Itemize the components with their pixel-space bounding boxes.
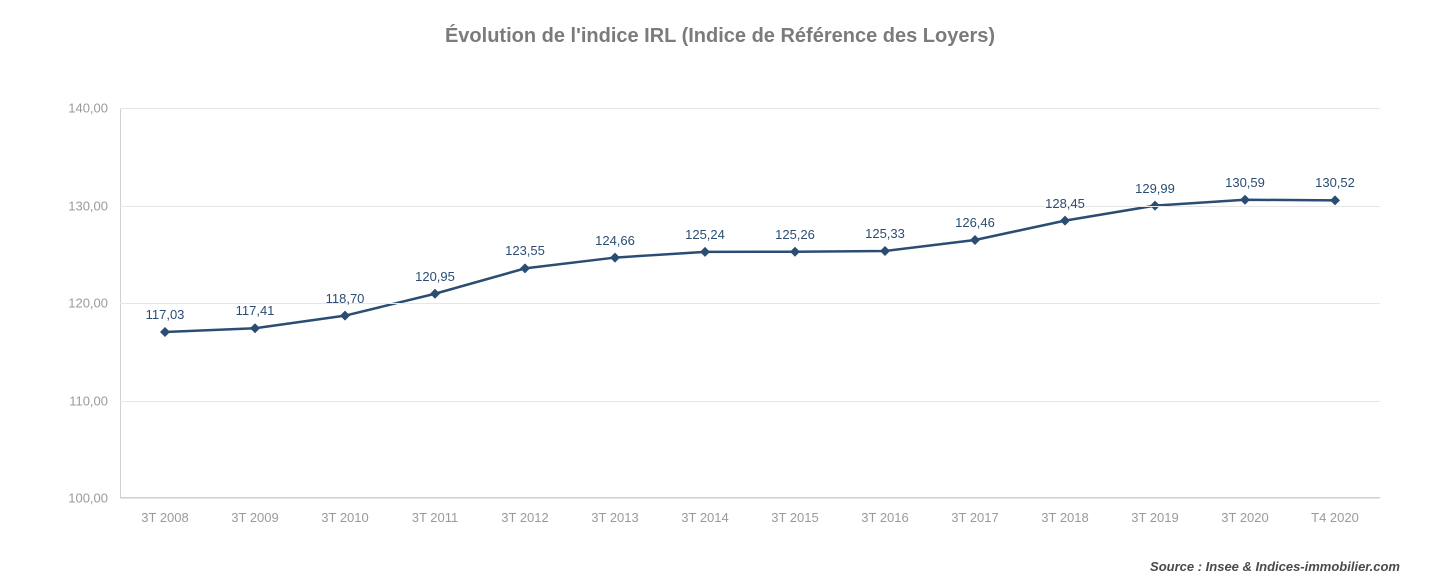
x-tick-label: 3T 2009 (210, 510, 300, 525)
data-point-marker (250, 323, 260, 333)
data-point-label: 124,66 (595, 233, 635, 248)
grid-line (120, 108, 1380, 109)
x-tick-label: 3T 2018 (1020, 510, 1110, 525)
data-point-label: 120,95 (415, 269, 455, 284)
y-tick-label: 130,00 (68, 198, 108, 213)
x-tick-label: 3T 2012 (480, 510, 570, 525)
y-axis: 100,00110,00120,00130,00140,00 (60, 108, 120, 498)
chart-container: Évolution de l'indice IRL (Indice de Réf… (0, 0, 1440, 588)
plot-area: 100,00110,00120,00130,00140,00 3T 20083T… (60, 108, 1380, 498)
x-tick-label: 3T 2014 (660, 510, 750, 525)
data-point-label: 125,26 (775, 227, 815, 242)
grid-line (120, 206, 1380, 207)
x-tick-label: 3T 2011 (390, 510, 480, 525)
chart-title: Évolution de l'indice IRL (Indice de Réf… (40, 25, 1400, 48)
x-tick-label: 3T 2016 (840, 510, 930, 525)
data-point-marker (1330, 195, 1340, 205)
data-point-marker (430, 289, 440, 299)
x-axis-labels: 3T 20083T 20093T 20103T 20113T 20123T 20… (120, 510, 1380, 525)
data-point-label: 126,46 (955, 215, 995, 230)
x-tick-label: 3T 2015 (750, 510, 840, 525)
data-point-label: 128,45 (1045, 196, 1085, 211)
x-tick-label: 3T 2010 (300, 510, 390, 525)
data-point-marker (1060, 216, 1070, 226)
data-point-marker (610, 253, 620, 263)
data-point-marker (790, 247, 800, 257)
x-tick-label: 3T 2008 (120, 510, 210, 525)
x-tick-label: 3T 2019 (1110, 510, 1200, 525)
data-point-label: 130,52 (1315, 175, 1355, 190)
x-tick-label: 3T 2017 (930, 510, 1020, 525)
data-point-marker (1240, 195, 1250, 205)
data-point-marker (700, 247, 710, 257)
data-point-marker (880, 246, 890, 256)
data-point-label: 130,59 (1225, 175, 1265, 190)
data-point-marker (520, 263, 530, 273)
grid-line (120, 303, 1380, 304)
data-point-label: 118,70 (326, 291, 365, 306)
data-point-label: 117,03 (146, 307, 185, 322)
grid-line (120, 498, 1380, 499)
y-tick-label: 110,00 (69, 393, 108, 408)
data-point-label: 123,55 (505, 243, 545, 258)
data-point-marker (340, 311, 350, 321)
data-point-marker (970, 235, 980, 245)
data-point-label: 125,24 (685, 227, 725, 242)
y-tick-label: 100,00 (68, 491, 108, 506)
data-point-label: 117,41 (236, 303, 275, 318)
x-tick-label: T4 2020 (1290, 510, 1380, 525)
y-tick-label: 120,00 (68, 296, 108, 311)
data-point-label: 125,33 (865, 226, 905, 241)
chart-source: Source : Insee & Indices-immobilier.com (1150, 559, 1400, 574)
data-point-marker (160, 327, 170, 337)
grid-line (120, 401, 1380, 402)
x-tick-label: 3T 2020 (1200, 510, 1290, 525)
x-tick-label: 3T 2013 (570, 510, 660, 525)
y-tick-label: 140,00 (68, 101, 108, 116)
data-point-label: 129,99 (1135, 181, 1175, 196)
chart-line (165, 200, 1335, 332)
